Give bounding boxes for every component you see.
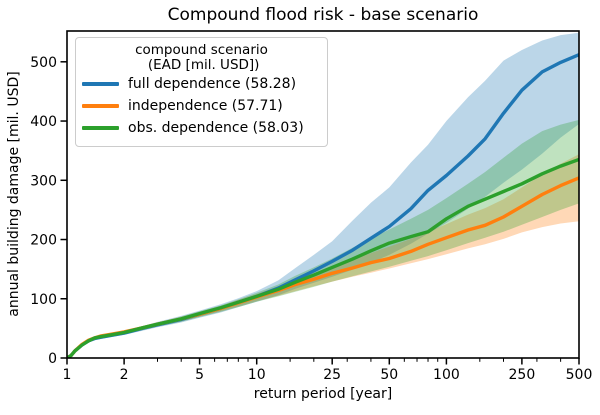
legend-swatch-obs-dependence xyxy=(82,125,119,131)
svg-text:500: 500 xyxy=(566,367,593,383)
svg-text:500: 500 xyxy=(30,55,57,71)
plot-frame xyxy=(66,30,580,359)
svg-text:250: 250 xyxy=(509,367,536,383)
svg-text:1: 1 xyxy=(63,367,72,383)
y-axis: 0 100 200 300 400 500 xyxy=(30,55,67,367)
x-axis-label: return period [year] xyxy=(253,386,393,402)
x-axis: 1 2 5 10 25 50 100 250 500 xyxy=(63,358,593,383)
chart-title: Compound flood risk - base scenario xyxy=(167,5,479,25)
svg-text:10: 10 xyxy=(248,367,266,383)
svg-text:100: 100 xyxy=(30,292,57,308)
legend-label-full-dependence: full dependence (58.28) xyxy=(128,76,297,92)
legend-swatch-full-dependence xyxy=(82,81,119,87)
legend-title-line1: compound scenario xyxy=(135,42,268,58)
svg-text:5: 5 xyxy=(195,367,204,383)
svg-text:200: 200 xyxy=(30,233,57,249)
svg-text:400: 400 xyxy=(30,114,57,130)
series-lines xyxy=(67,53,579,358)
legend-item-obs-dependence: obs. dependence (58.03) xyxy=(82,117,327,139)
series-line-obs-dependence xyxy=(67,157,579,358)
svg-text:300: 300 xyxy=(30,173,57,189)
svg-text:50: 50 xyxy=(380,367,398,383)
legend-label-obs-dependence: obs. dependence (58.03) xyxy=(128,120,304,136)
svg-text:0: 0 xyxy=(48,351,57,367)
svg-text:100: 100 xyxy=(433,367,460,383)
svg-text:25: 25 xyxy=(323,367,341,383)
band-full-dependence xyxy=(67,32,579,358)
legend-label-independence: independence (57.71) xyxy=(128,98,283,114)
legend-swatch-independence xyxy=(82,103,119,109)
legend-title-line2: (EAD [mil. USD]) xyxy=(143,57,260,73)
svg-text:2: 2 xyxy=(120,367,129,383)
legend: compound scenario (EAD [mil. USD]) full … xyxy=(75,37,328,147)
y-axis-label: annual building damage [mil. USD] xyxy=(6,71,22,317)
legend-item-full-dependence: full dependence (58.28) xyxy=(82,73,327,95)
legend-item-independence: independence (57.71) xyxy=(82,95,327,117)
